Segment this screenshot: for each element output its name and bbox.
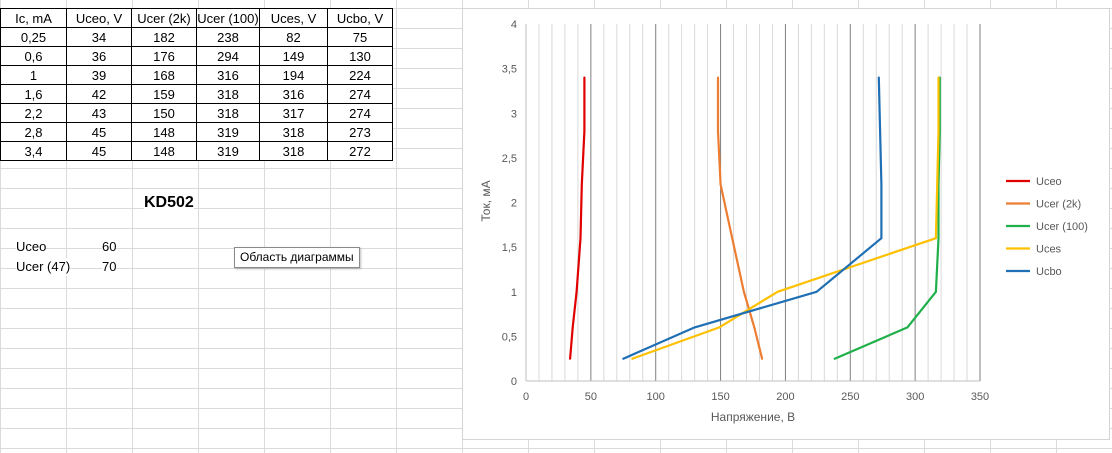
table-cell[interactable]: 176 [131,46,197,66]
table-cell[interactable]: 272 [327,141,393,161]
x-tick-label: 250 [841,391,859,403]
table-cell[interactable]: 75 [327,27,393,47]
table-cell[interactable]: 0,25 [0,27,67,47]
y-tick-label: 1 [511,287,517,299]
x-tick-label: 100 [647,391,665,403]
data-table[interactable]: Ic, mA Uceo, V Ucer (2k) Ucer (100) Uces… [0,8,393,161]
table-cell[interactable]: 274 [327,103,393,123]
x-tick-label: 350 [971,391,989,403]
table-cell[interactable]: 2,8 [0,122,67,142]
table-cell[interactable]: 159 [131,84,197,104]
legend-entry[interactable]: Ucbo [1036,266,1062,278]
table-cell[interactable]: 274 [327,84,393,104]
table-cell[interactable]: 36 [66,46,132,66]
y-tick-label: 4 [511,19,517,31]
label-cell-uceo[interactable]: Uceo [16,238,47,256]
series-line-ucer-2k[interactable] [716,76,764,360]
label-cell-ucer47[interactable]: Ucer (47) [16,258,71,276]
table-cell[interactable]: 316 [196,65,260,85]
x-tick-label: 0 [523,391,529,403]
table-cell[interactable]: 318 [196,103,260,123]
table-cell[interactable]: 319 [196,122,260,142]
table-cell[interactable]: 182 [131,27,197,47]
legend-entry[interactable]: Ucer (100) [1036,221,1088,233]
table-cell[interactable]: 2,2 [0,103,67,123]
table-cell[interactable]: 82 [259,27,328,47]
legend-entry[interactable]: Ucer (2k) [1036,199,1081,211]
y-axis-title: Ток, мА [479,180,493,221]
table-cell[interactable]: 1 [0,65,67,85]
table-cell[interactable]: 194 [259,65,328,85]
table-cell[interactable]: 149 [259,46,328,66]
x-tick-label: 300 [906,391,924,403]
column-header[interactable]: Ic, mA [0,8,67,28]
table-cell[interactable]: 0,6 [0,46,67,66]
table-cell[interactable]: 273 [327,122,393,142]
x-tick-label: 200 [776,391,794,403]
table-cell[interactable]: 148 [131,122,197,142]
table-header-row: Ic, mA Uceo, V Ucer (2k) Ucer (100) Uces… [0,8,393,28]
y-tick-label: 3 [511,108,517,120]
value-cell-ucer47[interactable]: 70 [102,258,117,276]
table-row: 1,6 42 159 318 316 274 [0,84,393,104]
table-cell[interactable]: 42 [66,84,132,104]
x-tick-label: 150 [711,391,729,403]
series-line-ucer-100[interactable] [833,76,941,360]
table-cell[interactable]: 34 [66,27,132,47]
table-cell[interactable]: 319 [196,141,260,161]
table-cell[interactable]: 1,6 [0,84,67,104]
y-tick-label: 0 [511,376,517,388]
table-cell[interactable]: 316 [259,84,328,104]
table-cell[interactable]: 39 [66,65,132,85]
table-cell[interactable]: 317 [259,103,328,123]
y-tick-label: 3,5 [502,64,517,76]
value-cell-uceo[interactable]: 60 [102,238,117,256]
series-line-uces[interactable] [631,76,940,360]
table-row: 3,4 45 148 319 318 272 [0,141,393,161]
table-row: 2,2 43 150 318 317 274 [0,103,393,123]
table-cell[interactable]: 318 [196,84,260,104]
series-line-ucbo[interactable] [622,76,883,360]
chart-area-tooltip: Область диаграммы [234,247,360,268]
table-cell[interactable]: 130 [327,46,393,66]
y-tick-label: 2 [511,198,517,210]
legend-entry[interactable]: Uceo [1036,176,1062,188]
table-cell[interactable]: 148 [131,141,197,161]
y-tick-label: 0,5 [502,331,517,343]
chart-area[interactable]: 0 50 100 150 200 250 300 350 0 0,5 1 1,5 2 2,5 3 3,5 4 … [462,8,1110,440]
table-cell[interactable]: 224 [327,65,393,85]
table-cell[interactable]: 3,4 [0,141,67,161]
table-cell[interactable]: 43 [66,103,132,123]
table-cell[interactable]: 168 [131,65,197,85]
x-axis-title: Напряжение, В [711,410,795,424]
table-cell[interactable]: 238 [196,27,260,47]
table-row: 0,6 36 176 294 149 130 [0,46,393,66]
title-cell[interactable]: KD502 [144,194,194,212]
column-header[interactable]: Uces, V [259,8,328,28]
table-cell[interactable]: 318 [259,122,328,142]
column-header[interactable]: Ucer (2k) [131,8,197,28]
y-tick-label: 2,5 [502,153,517,165]
table-row: 1 39 168 316 194 224 [0,65,393,85]
column-header[interactable]: Ucbo, V [327,8,393,28]
x-tick-label: 50 [585,391,597,403]
line-chart: 0 50 100 150 200 250 300 350 00,511,522,533,54 … [479,19,1088,424]
table-cell[interactable]: 318 [259,141,328,161]
series-line-uceo[interactable] [568,76,586,360]
table-row: 0,25 34 182 238 82 75 [0,27,393,47]
table-cell[interactable]: 45 [66,122,132,142]
legend-entry[interactable]: Uces [1036,244,1062,256]
table-cell[interactable]: 45 [66,141,132,161]
y-tick-label: 1,5 [502,242,517,254]
column-header[interactable]: Uceo, V [66,8,132,28]
table-cell[interactable]: 150 [131,103,197,123]
table-row: 2,8 45 148 319 318 273 [0,122,393,142]
column-header[interactable]: Ucer (100) [196,8,260,28]
table-cell[interactable]: 294 [196,46,260,66]
